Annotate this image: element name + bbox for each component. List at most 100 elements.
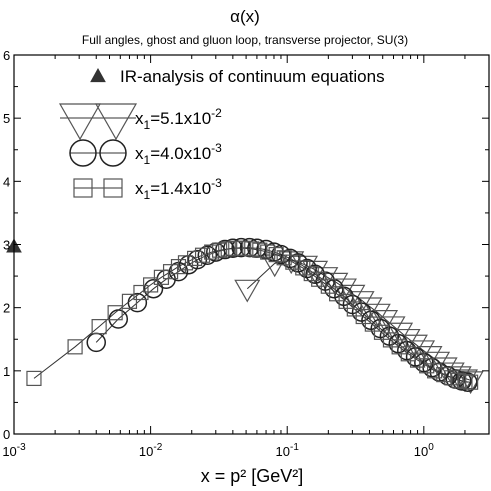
legend-label-sub: 1 [144, 188, 151, 202]
data-point-circle-shape [452, 371, 472, 391]
legend-marker-down-triangle-shape [58, 103, 102, 141]
x-tick-exponent: -2 [153, 442, 162, 453]
data-point-square [276, 250, 292, 266]
legend-label: x1=4.0x10-3 [135, 141, 222, 167]
data-point-circle-shape [143, 278, 164, 299]
data-point-square [364, 316, 380, 332]
data-point-down-triangle-shape [387, 322, 414, 346]
data-point-square [91, 319, 107, 335]
legend-marker-square [103, 178, 123, 198]
legend-marker-circle-shape [99, 139, 127, 167]
data-point-down-triangle [401, 334, 428, 358]
x-tick-label: 10-1 [276, 442, 300, 459]
data-point-circle-shape [305, 264, 325, 284]
legend-label-base: x [135, 109, 144, 128]
data-point-square [204, 244, 220, 260]
x-tick-exponent: 0 [428, 442, 434, 453]
legend-marker-down-triangle-shape [94, 103, 138, 141]
x-tick-label: 10-2 [139, 442, 163, 459]
data-point-circle [197, 245, 218, 265]
data-point-square [153, 269, 170, 285]
data-point-square-shape [26, 370, 42, 387]
data-point-square-shape [364, 316, 380, 332]
data-point-square-shape [244, 241, 260, 257]
legend-label-base: x [135, 144, 144, 163]
legend-marker-circle-shape [69, 139, 97, 167]
data-point-down-triangle [387, 322, 414, 346]
legend-marker-square-shape [73, 178, 93, 198]
x-tick-base: 10 [276, 444, 290, 459]
data-point-square [212, 242, 228, 258]
data-point-square-shape [295, 260, 311, 276]
data-point-square [457, 373, 473, 390]
legend-label-base: x [135, 179, 144, 198]
legend-label-sub: 1 [144, 118, 151, 132]
data-point-square [451, 372, 467, 388]
data-point-square-shape [457, 373, 473, 390]
legend-marker-down-triangle [94, 103, 138, 141]
data-point-square [236, 240, 252, 256]
data-point-square [285, 254, 301, 270]
legend: IR-analysis of continuum equationsx1=5.1… [58, 67, 385, 202]
data-point-square-shape [187, 250, 203, 266]
data-point-square [427, 363, 443, 379]
data-point-square-shape [252, 242, 268, 258]
data-point-circle-shape [215, 239, 235, 260]
data-point-square-shape [285, 254, 301, 270]
legend-label: x1=1.4x10-3 [135, 176, 222, 202]
x-tick-exponent: -3 [17, 442, 26, 453]
data-point-square [295, 260, 311, 276]
data-point-down-triangle-shape [416, 346, 443, 369]
y-tick-label: 2 [3, 301, 10, 316]
data-point-circle [215, 239, 235, 260]
data-point-square-shape [228, 240, 244, 256]
legend-marker-filled-triangle [90, 67, 106, 83]
data-point-square [194, 247, 211, 263]
legend-label-sup: -3 [211, 176, 222, 190]
data-point-square-shape [67, 339, 83, 355]
data-point-square-shape [451, 372, 467, 388]
data-point-square-shape [236, 240, 252, 256]
data-point-square [436, 367, 452, 383]
data-point-square [409, 352, 426, 368]
legend-label-mid: =1.4x10 [150, 179, 211, 198]
data-point-square-shape [121, 293, 138, 309]
data-point-square [121, 293, 138, 309]
series-line-square [33, 247, 471, 383]
legend-marker-square-shape [103, 178, 123, 198]
data-point-square [400, 346, 416, 362]
data-point-square-shape [107, 305, 123, 321]
data-point-square-shape [462, 374, 479, 390]
data-point-down-triangle-shape [339, 284, 366, 308]
data-point-circle [305, 264, 325, 284]
data-point-down-triangle-shape [401, 334, 428, 358]
data-point-down-triangle [339, 284, 366, 308]
data-point-square [260, 244, 276, 260]
data-point-down-triangle [356, 297, 383, 321]
data-point-square-shape [268, 247, 284, 263]
data-point-square [26, 370, 42, 387]
data-point-circle [452, 371, 472, 391]
data-point-square [462, 374, 479, 390]
data-point-square [252, 242, 268, 258]
data-point-down-triangle [312, 267, 339, 290]
data-point-circle-shape [197, 245, 218, 265]
chart-subtitle: Full angles, ghost and gluon loop, trans… [82, 33, 408, 47]
legend-marker-circle [69, 139, 97, 167]
data-point-square [228, 240, 244, 256]
data-point-square-shape [204, 244, 220, 260]
data-point-square-shape [427, 363, 443, 379]
data-point-square-shape [419, 358, 435, 374]
data-point-down-triangle-shape [356, 297, 383, 321]
data-point-square-shape [409, 352, 426, 368]
data-point-square-shape [436, 367, 452, 383]
x-tick-base: 10 [2, 444, 16, 459]
data-point-square-shape [212, 242, 228, 258]
y-tick-label: 3 [3, 238, 10, 253]
y-tick-label: 1 [3, 364, 10, 379]
x-tick-exponent: -1 [290, 442, 299, 453]
data-point-square-shape [400, 346, 416, 362]
data-point-square-shape [260, 244, 276, 260]
legend-label-mid: =4.0x10 [150, 144, 211, 163]
